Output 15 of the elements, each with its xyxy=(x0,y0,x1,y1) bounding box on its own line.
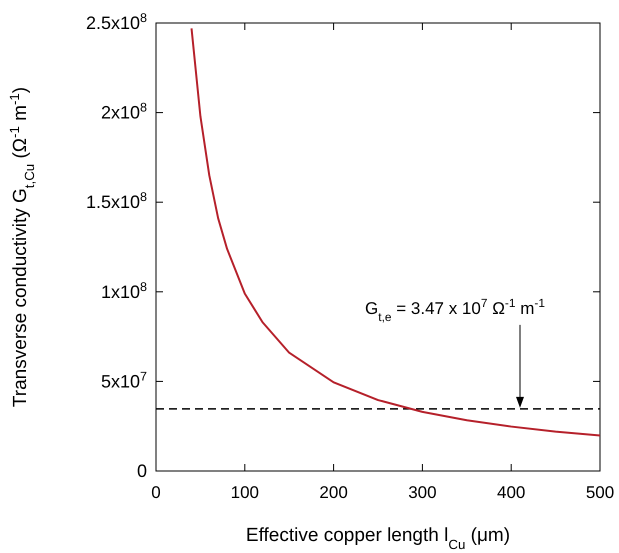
y-tick-label: 1.5x10$^{8}$ xyxy=(86,190,147,212)
x-tick-label: 0 xyxy=(151,483,161,502)
line-series xyxy=(190,27,601,437)
y-tick-label: 0 xyxy=(136,461,147,481)
y-tick-label: 5x10$^{7}$ xyxy=(100,369,147,392)
x-tick-label: 300 xyxy=(408,483,437,502)
y-tick-label: 1x10$^{8}$ xyxy=(100,280,147,302)
x-tick-label: 400 xyxy=(497,483,526,502)
y-tick-label: 2.5x10$^{8}$ xyxy=(86,11,147,33)
y-tick-label: 2x10$^{8}$ xyxy=(100,100,147,123)
x-tick-label: 500 xyxy=(586,483,614,502)
x-axis-title: Effective copper length l$_{Cu}$ (μm) xyxy=(246,525,510,552)
x-tick-label: 200 xyxy=(319,483,348,502)
annotation: G$_{t,e}$ = 3.47 x 10$^{7}$ Ω$^{-1}$ m$^{-1}$ xyxy=(365,296,546,324)
x-tick-label: 100 xyxy=(230,483,259,502)
